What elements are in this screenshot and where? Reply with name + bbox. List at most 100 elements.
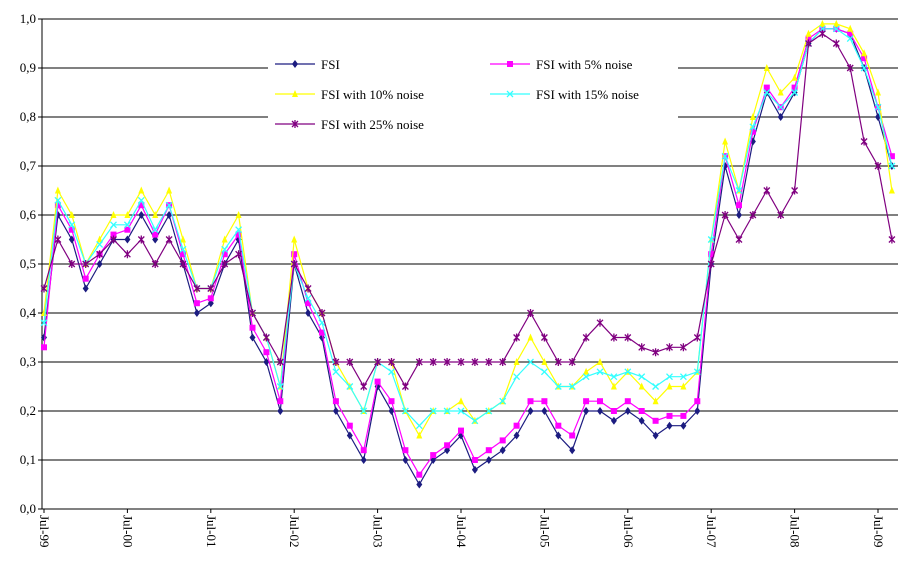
- point: [416, 471, 423, 478]
- point: [291, 235, 298, 243]
- point: [458, 427, 464, 434]
- point: [736, 202, 742, 209]
- point: [693, 368, 701, 376]
- point: [443, 407, 451, 415]
- point: [277, 407, 284, 415]
- point: [304, 294, 312, 302]
- point: [540, 333, 548, 342]
- point: [597, 358, 603, 365]
- point: [276, 358, 284, 366]
- point: [805, 35, 812, 42]
- point: [763, 186, 771, 195]
- point: [96, 240, 104, 248]
- point: [569, 432, 576, 439]
- point: [888, 186, 895, 194]
- point: [249, 324, 256, 331]
- point: [415, 358, 423, 366]
- x-tick-label: Jul-01: [204, 515, 219, 548]
- point: [736, 211, 742, 219]
- x-tick-label: Jul-04: [454, 515, 469, 548]
- point: [596, 368, 604, 376]
- point: [193, 284, 201, 293]
- point: [749, 211, 757, 219]
- y-tick-label: 0,5: [20, 256, 36, 271]
- point: [68, 226, 75, 233]
- point: [235, 250, 243, 259]
- point: [346, 422, 353, 429]
- point: [471, 358, 479, 366]
- point: [652, 383, 660, 390]
- point: [346, 383, 354, 390]
- point: [499, 397, 507, 405]
- point: [805, 39, 812, 48]
- legend-label: FSI with 10% noise: [321, 87, 424, 102]
- point: [346, 431, 353, 440]
- point: [666, 373, 673, 381]
- point: [513, 431, 520, 440]
- point: [332, 368, 340, 376]
- x-tick-label: Jul-00: [120, 515, 135, 548]
- point: [332, 398, 339, 405]
- point: [360, 407, 368, 415]
- x-tick-label: Jul-99: [37, 515, 52, 548]
- point: [430, 452, 437, 459]
- point: [249, 309, 256, 317]
- point: [846, 64, 854, 72]
- point: [777, 211, 785, 219]
- legend-marker: [292, 90, 298, 97]
- point: [123, 221, 131, 229]
- point: [124, 226, 131, 233]
- point: [443, 358, 451, 366]
- point: [290, 260, 298, 268]
- point: [138, 186, 145, 194]
- y-tick-label: 0,1: [20, 452, 36, 467]
- point: [304, 284, 312, 293]
- point: [666, 412, 673, 419]
- point: [722, 137, 729, 145]
- point: [527, 407, 534, 415]
- point: [721, 211, 729, 219]
- point: [652, 417, 659, 424]
- point: [485, 407, 493, 415]
- point: [166, 211, 173, 219]
- point: [68, 260, 76, 268]
- point: [610, 408, 617, 414]
- point: [679, 373, 687, 381]
- point: [263, 349, 270, 356]
- point: [499, 437, 506, 444]
- point: [777, 103, 785, 111]
- point: [388, 398, 395, 405]
- point: [40, 319, 48, 327]
- point: [68, 211, 75, 218]
- point: [401, 407, 409, 415]
- point: [666, 382, 673, 390]
- point: [554, 383, 562, 390]
- point: [401, 382, 409, 391]
- point: [137, 235, 145, 244]
- point: [485, 358, 493, 366]
- point: [262, 333, 270, 342]
- point: [277, 398, 284, 405]
- point: [249, 333, 256, 342]
- point: [582, 333, 590, 342]
- point: [415, 422, 423, 430]
- point: [679, 343, 687, 352]
- point: [332, 358, 340, 366]
- point: [346, 358, 354, 366]
- point: [360, 447, 367, 454]
- x-tick-label: Jul-09: [871, 515, 886, 548]
- point: [638, 382, 645, 390]
- point: [582, 373, 590, 381]
- point: [874, 103, 882, 111]
- point: [124, 211, 131, 218]
- point: [485, 447, 492, 454]
- point: [513, 373, 521, 381]
- point: [138, 211, 145, 219]
- point: [763, 89, 771, 96]
- point: [471, 457, 478, 463]
- point: [680, 421, 687, 430]
- point: [471, 465, 478, 474]
- point: [818, 29, 826, 38]
